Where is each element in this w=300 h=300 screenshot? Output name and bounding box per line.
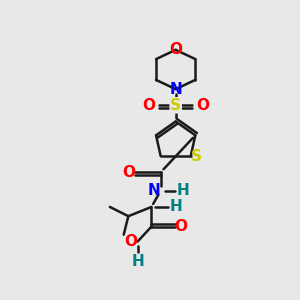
Text: N: N	[169, 82, 182, 97]
Text: N: N	[148, 183, 161, 198]
Text: O: O	[196, 98, 209, 113]
Text: O: O	[142, 98, 155, 113]
Text: O: O	[124, 234, 138, 249]
Text: O: O	[122, 165, 135, 180]
Text: H: H	[177, 183, 190, 198]
Text: S: S	[191, 148, 202, 164]
Text: H: H	[170, 200, 183, 214]
Text: O: O	[169, 42, 182, 57]
Text: S: S	[170, 98, 181, 113]
Text: H: H	[131, 254, 144, 269]
Text: O: O	[175, 219, 188, 234]
